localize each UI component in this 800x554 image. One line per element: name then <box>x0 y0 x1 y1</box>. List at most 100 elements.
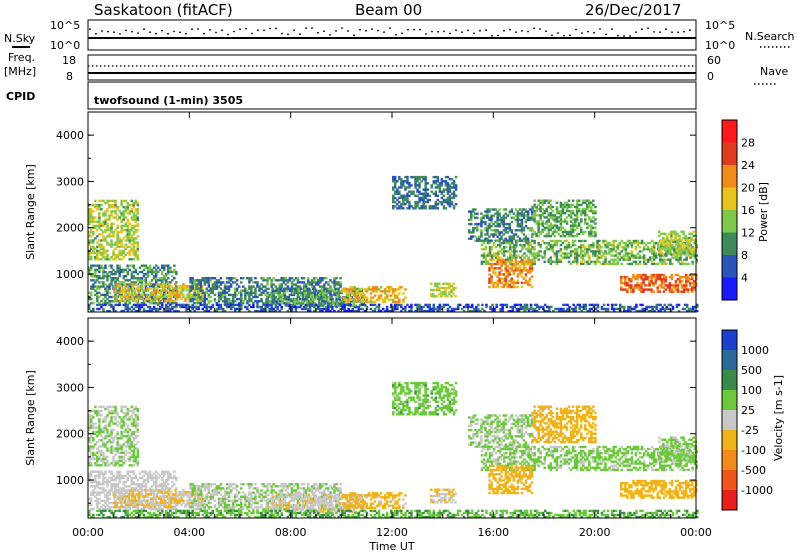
power-cell <box>130 208 134 211</box>
power-cell <box>383 292 387 295</box>
power-cell <box>622 246 625 249</box>
power-cell <box>546 305 549 309</box>
velocity-cell <box>94 412 97 415</box>
power-cell <box>444 207 448 210</box>
power-cell <box>285 300 289 303</box>
power-cell <box>217 303 221 307</box>
power-cell <box>444 288 447 292</box>
power-cell <box>122 218 125 221</box>
power-cell <box>480 248 484 251</box>
power-cell <box>130 249 134 253</box>
power-cell <box>526 218 530 222</box>
power-cell <box>149 287 153 290</box>
power-cell <box>588 230 591 234</box>
power-cell <box>533 262 536 266</box>
power-cell <box>495 305 498 309</box>
power-cell <box>520 225 524 228</box>
power-cell <box>169 266 172 269</box>
power-cell <box>573 222 577 225</box>
power-cell <box>128 228 131 232</box>
power-cell <box>197 305 200 309</box>
power-cell <box>128 307 131 311</box>
power-cell <box>430 184 433 187</box>
power-cell <box>508 212 511 215</box>
power-cell <box>180 297 183 300</box>
power-cell <box>387 309 391 313</box>
power-cell <box>442 286 445 290</box>
power-cell <box>126 239 129 242</box>
velocity-cell <box>102 428 105 431</box>
power-cell <box>569 209 573 213</box>
power-cell <box>300 281 304 284</box>
power-cell <box>358 289 362 293</box>
power-cell <box>426 309 429 313</box>
power-cell <box>674 273 678 277</box>
power-cell <box>313 289 316 292</box>
power-cell <box>102 309 105 313</box>
power-cell <box>656 286 659 289</box>
power-cell <box>277 298 280 301</box>
power-cell <box>150 295 154 299</box>
power-cell <box>116 245 119 248</box>
power-cell <box>504 216 507 219</box>
velocity-cell <box>96 441 99 444</box>
power-cell <box>662 247 665 250</box>
power-cell <box>655 254 658 257</box>
power-cell <box>197 279 200 282</box>
power-cell <box>385 286 389 289</box>
power-cell <box>102 231 105 234</box>
power-cell <box>394 288 397 291</box>
power-cell <box>659 307 662 311</box>
power-cell <box>90 287 93 290</box>
power-cell <box>434 200 438 204</box>
power-cell <box>120 241 123 244</box>
power-cell <box>119 291 122 294</box>
power-cell <box>406 207 409 210</box>
power-cell <box>402 203 405 206</box>
power-cell <box>547 205 550 209</box>
nsearch-point <box>485 29 487 32</box>
power-cell <box>434 190 438 193</box>
power-cell <box>205 307 208 311</box>
power-cell <box>504 283 507 287</box>
power-cell <box>678 245 681 248</box>
power-cell <box>100 243 103 246</box>
power-cell <box>475 307 478 311</box>
power-cell <box>98 206 101 209</box>
power-cell <box>622 275 625 279</box>
power-cell <box>106 253 109 257</box>
power-cell <box>656 273 659 277</box>
power-cell <box>448 203 452 206</box>
power-cell <box>233 281 237 284</box>
power-cell <box>557 216 561 219</box>
power-cell <box>612 260 615 263</box>
power-cell <box>634 246 638 249</box>
power-cell <box>274 285 277 288</box>
power-cell <box>470 214 473 217</box>
nsky-label: N.Sky <box>4 32 36 45</box>
power-cell <box>555 258 559 261</box>
power-cell <box>636 273 639 277</box>
power-cell <box>172 289 175 292</box>
power-cell <box>454 186 458 189</box>
power-cell <box>142 291 146 294</box>
power-cell <box>596 258 599 261</box>
power-cell <box>472 229 475 232</box>
power-cell <box>152 285 156 288</box>
power-cell <box>424 205 427 208</box>
power-cell <box>614 303 618 307</box>
power-cell <box>529 248 532 251</box>
velocity-cell <box>92 437 95 440</box>
power-cell <box>642 258 646 261</box>
power-cell <box>293 300 297 303</box>
power-cell <box>94 281 97 284</box>
power-cell <box>108 300 111 303</box>
power-cell <box>514 265 518 268</box>
power-cell <box>329 309 332 313</box>
power-cell <box>113 299 116 303</box>
power-cell <box>195 293 198 297</box>
power-cell <box>643 307 646 311</box>
power-cell <box>260 297 263 301</box>
power-cell <box>396 300 399 304</box>
power-cell <box>288 277 292 280</box>
